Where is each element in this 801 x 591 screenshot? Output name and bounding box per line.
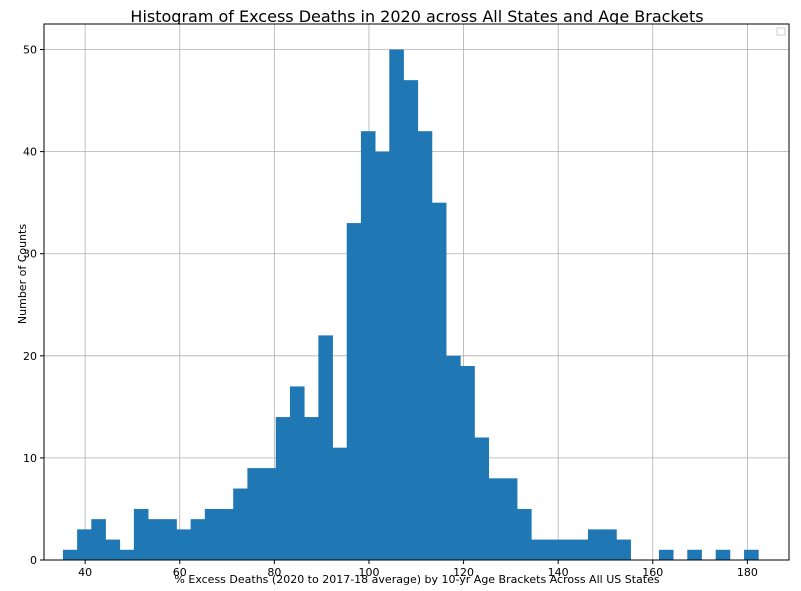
histogram-bar bbox=[119, 549, 135, 560]
histogram-bar bbox=[488, 478, 504, 560]
histogram-bar bbox=[715, 549, 731, 560]
histogram-bar bbox=[545, 539, 560, 560]
y-tick-label: 30 bbox=[23, 248, 37, 261]
histogram-bar bbox=[91, 519, 106, 560]
histogram-bar bbox=[162, 519, 177, 560]
x-tick-label: 120 bbox=[453, 566, 474, 579]
histogram-bar bbox=[332, 447, 348, 560]
x-tick-label: 140 bbox=[548, 566, 569, 579]
histogram-bar bbox=[602, 529, 617, 560]
histogram-bar bbox=[687, 549, 702, 560]
histogram-bar bbox=[573, 539, 589, 560]
histogram-bar bbox=[148, 519, 163, 560]
chart-title: Histogram of Excess Deaths in 2020 acros… bbox=[130, 7, 703, 26]
y-axis-label: Number of Counts bbox=[16, 224, 29, 324]
histogram-bar bbox=[346, 223, 362, 561]
y-tick-label: 40 bbox=[23, 146, 37, 159]
histogram-bar bbox=[616, 539, 631, 560]
y-tick-label: 10 bbox=[23, 452, 37, 465]
histogram-bar bbox=[474, 437, 490, 560]
histogram-bar bbox=[105, 539, 121, 560]
histogram-bar bbox=[289, 386, 305, 560]
histogram-bar bbox=[446, 355, 461, 560]
histogram-bar bbox=[389, 49, 404, 561]
histogram-bar bbox=[190, 519, 206, 560]
histogram-bar bbox=[417, 131, 433, 560]
histogram-bar bbox=[233, 488, 248, 560]
x-tick-label: 80 bbox=[267, 566, 281, 579]
histogram-bar bbox=[658, 549, 674, 560]
y-axis-ticks: 0 10 20 30 40 50 bbox=[23, 44, 44, 567]
histogram-bar bbox=[62, 549, 78, 560]
histogram-bar bbox=[460, 366, 475, 560]
histogram-bar bbox=[133, 508, 149, 560]
histogram-bar bbox=[318, 335, 333, 560]
x-axis-label: % Excess Deaths (2020 to 2017-18 average… bbox=[174, 573, 659, 586]
x-tick-label: 180 bbox=[737, 566, 758, 579]
histogram-bar bbox=[204, 508, 220, 560]
histogram-bar bbox=[261, 468, 277, 560]
x-tick-label: 60 bbox=[173, 566, 187, 579]
histogram-bar bbox=[176, 529, 192, 560]
histogram-bar bbox=[531, 539, 546, 560]
histogram-bar bbox=[360, 131, 376, 560]
histogram-bar bbox=[431, 202, 447, 560]
histogram-bar bbox=[517, 508, 532, 560]
histogram-bar bbox=[375, 151, 390, 560]
histogram-bar bbox=[77, 529, 92, 560]
histogram-bars bbox=[62, 49, 759, 561]
plot-frame bbox=[43, 23, 790, 561]
y-tick-label: 20 bbox=[23, 350, 37, 363]
histogram-bar bbox=[559, 539, 575, 560]
histogram-bar bbox=[247, 468, 262, 560]
x-tick-label: 40 bbox=[78, 566, 92, 579]
y-tick-label: 0 bbox=[30, 554, 37, 567]
x-tick-label: 160 bbox=[642, 566, 663, 579]
histogram-bar bbox=[403, 80, 419, 561]
x-tick-label: 100 bbox=[358, 566, 379, 579]
histogram-bar bbox=[744, 549, 759, 560]
y-tick-label: 50 bbox=[23, 44, 37, 57]
histogram-bar bbox=[275, 417, 291, 560]
histogram-bar bbox=[502, 478, 518, 560]
histogram-bar bbox=[587, 529, 603, 560]
histogram-bar bbox=[304, 417, 319, 560]
legend-box bbox=[776, 27, 786, 36]
x-axis-ticks: 40 60 80 100 120 140 160 180 bbox=[78, 560, 758, 579]
histogram-bar bbox=[219, 508, 234, 560]
